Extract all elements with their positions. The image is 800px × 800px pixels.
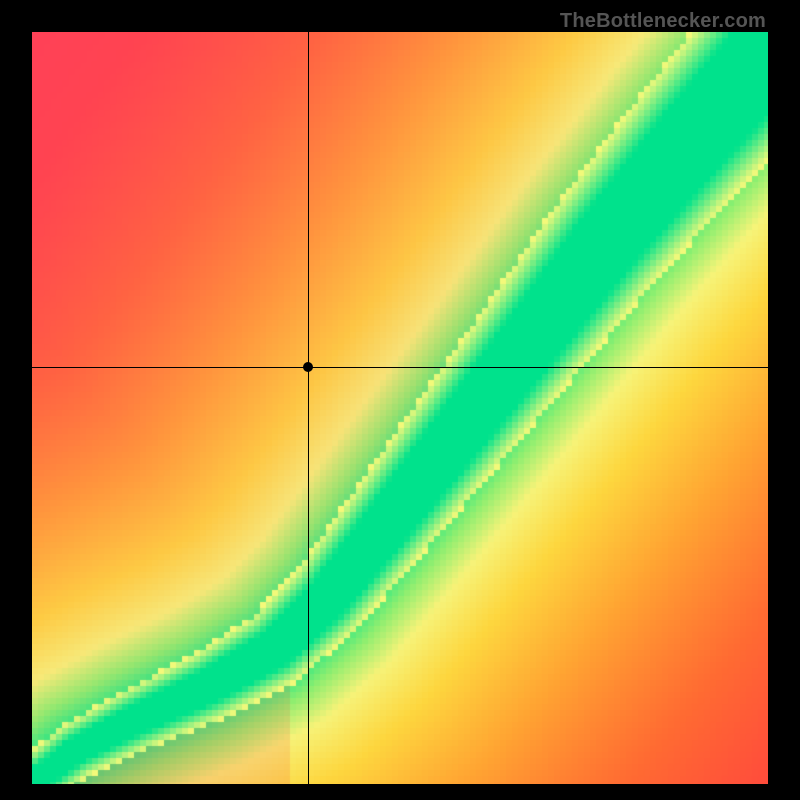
heatmap-plot: [32, 32, 768, 784]
crosshair-vertical: [308, 32, 309, 784]
crosshair-horizontal: [32, 367, 768, 368]
watermark-text: TheBottlenecker.com: [560, 10, 766, 33]
heatmap-canvas: [32, 32, 768, 784]
chart-container: TheBottlenecker.com: [0, 0, 800, 800]
crosshair-marker: [303, 362, 313, 372]
